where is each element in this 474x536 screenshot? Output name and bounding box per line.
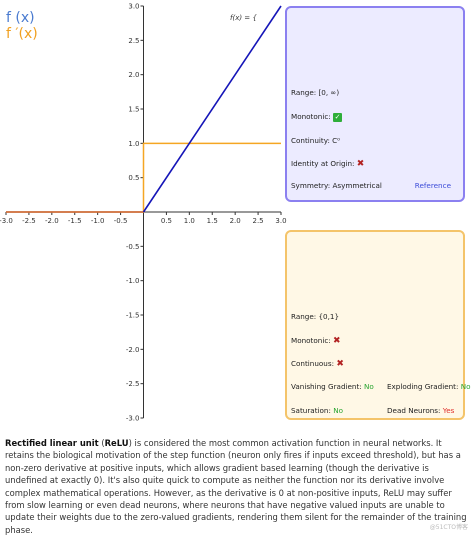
x-tick-label: -2.0 bbox=[45, 217, 59, 225]
y-tick-label: 0.5 bbox=[128, 174, 139, 182]
function-range: Range: [0, ∞) bbox=[291, 88, 340, 97]
description-abbrev: ReLU bbox=[104, 438, 129, 448]
formula-label: f(x) = { bbox=[230, 14, 257, 22]
y-tick-label: -3.0 bbox=[126, 415, 140, 423]
function-properties-panel: Range: [0, ∞) Monotonic: ✓ Continuity: C… bbox=[285, 6, 465, 202]
function-identity: Identity at Origin: ✖ bbox=[291, 159, 364, 169]
legend-fprime: f ′(x) bbox=[6, 26, 38, 42]
derivative-continuous: Continuous: ✖ bbox=[291, 359, 344, 369]
checkmark-icon: ✓ bbox=[333, 112, 342, 122]
y-tick-label: -2.5 bbox=[126, 380, 140, 388]
y-tick-label: 1.5 bbox=[128, 106, 139, 114]
y-tick-label: -1.0 bbox=[126, 277, 140, 285]
x-tick-label: 1.0 bbox=[184, 217, 195, 225]
relu-chart: -3.0 -2.5 -2.0 -1.5 -1.0 -0.5 0.5 1.0 1.5 2.0 2.5 3… bbox=[0, 3, 287, 423]
derivative-continuous-label: Continuous: bbox=[291, 359, 335, 368]
cross-icon: ✖ bbox=[356, 159, 365, 169]
series-line-fprime bbox=[6, 142, 281, 213]
x-tick-label: 1.5 bbox=[207, 217, 218, 225]
saturation-label: Saturation: bbox=[291, 406, 331, 415]
derivative-monotonic: Monotonic: ✖ bbox=[291, 336, 341, 346]
x-tick-label: -3.0 bbox=[0, 217, 13, 225]
y-tick-label: -2.0 bbox=[126, 346, 140, 354]
legend-f: f (x) bbox=[6, 10, 35, 26]
derivative-properties-panel: Range: {0,1} Monotonic: ✖ Continuous: ✖ … bbox=[285, 230, 471, 420]
derivative-monotonic-label: Monotonic: bbox=[291, 336, 331, 345]
y-tick-label: 2.5 bbox=[128, 37, 139, 45]
y-tick-label: 3.0 bbox=[128, 3, 139, 11]
description-paragraph: Rectified linear unit (ReLU) is consider… bbox=[5, 438, 467, 535]
vanishing-gradient: Vanishing Gradient: No bbox=[291, 382, 374, 391]
y-tick-label: 2.0 bbox=[128, 71, 139, 79]
derivative-range: Range: {0,1} bbox=[291, 312, 340, 321]
x-tick-label: 3.0 bbox=[275, 217, 286, 225]
watermark: @51CTO博客 bbox=[429, 524, 468, 531]
description-title: Rectified linear unit bbox=[5, 438, 99, 448]
series-line-f bbox=[142, 5, 282, 213]
x-tick-label: -0.5 bbox=[114, 217, 128, 225]
description-text: is considered the most common activation… bbox=[5, 438, 467, 535]
exploding-gradient: Exploding Gradient: No bbox=[387, 382, 471, 391]
cross-icon: ✖ bbox=[333, 336, 341, 346]
y-tick-label: -0.5 bbox=[126, 243, 140, 251]
x-tick-label: 0.5 bbox=[161, 217, 172, 225]
x-tick-label: -1.5 bbox=[68, 217, 82, 225]
reference-link[interactable]: Reference bbox=[414, 181, 451, 190]
function-identity-label: Identity at Origin: bbox=[291, 159, 355, 168]
function-symmetry: Symmetry: Asymmetrical bbox=[291, 181, 382, 190]
y-tick-label: -1.5 bbox=[126, 312, 140, 320]
x-tick-label: -2.5 bbox=[22, 217, 36, 225]
saturation-value: No bbox=[333, 406, 343, 415]
vanishing-gradient-label: Vanishing Gradient: bbox=[291, 382, 362, 391]
function-continuity: Continuity: C⁰ bbox=[291, 136, 341, 145]
exploding-gradient-value: No bbox=[460, 382, 471, 391]
exploding-gradient-label: Exploding Gradient: bbox=[387, 382, 459, 391]
x-tick-label: -1.0 bbox=[91, 217, 105, 225]
x-tick-label: 2.0 bbox=[230, 217, 241, 225]
dead-neurons-label: Dead Neurons: bbox=[387, 406, 441, 415]
x-tick-label: 2.5 bbox=[253, 217, 264, 225]
dead-neurons-value: Yes bbox=[442, 406, 455, 415]
function-monotonic-label: Monotonic: bbox=[291, 112, 331, 121]
activation-plot-area: -3.0 -2.5 -2.0 -1.5 -1.0 -0.5 0.5 1.0 1.5 2.0 2.5 3… bbox=[0, 3, 471, 423]
vanishing-gradient-value: No bbox=[364, 382, 374, 391]
cross-icon: ✖ bbox=[336, 359, 344, 369]
saturation: Saturation: No bbox=[291, 406, 343, 415]
y-tick-label: 1.0 bbox=[128, 140, 139, 148]
dead-neurons: Dead Neurons: Yes bbox=[387, 406, 454, 415]
function-monotonic: Monotonic: ✓ bbox=[291, 112, 342, 122]
